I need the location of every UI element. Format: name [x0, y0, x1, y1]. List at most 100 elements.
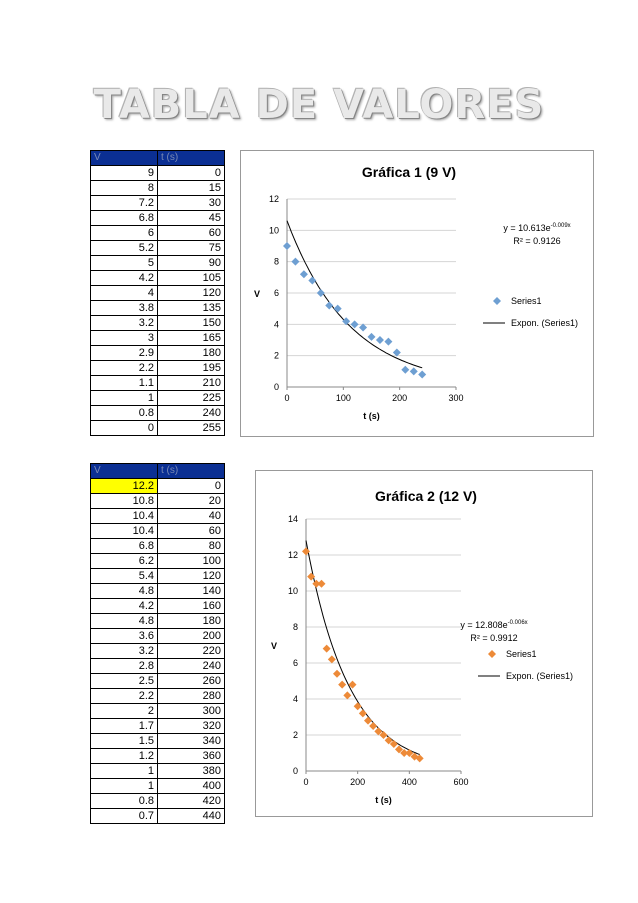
table-cell: 360: [157, 748, 225, 764]
table-cell: 10.4: [90, 523, 158, 539]
table-cell: 8: [90, 180, 158, 196]
y-tick-label: 12: [269, 194, 279, 204]
table-row: 1 400: [90, 778, 225, 794]
table-row: 5 90: [90, 255, 225, 271]
x-tick-label: 100: [336, 393, 351, 403]
table-cell: 90: [157, 255, 225, 271]
chart-title: Gráfica 1 (9 V): [362, 164, 456, 180]
table-cell: 400: [157, 778, 225, 794]
chart-svg: Gráfica 2 (12 V) 0 2 4 6 8 10 12 14 0 200 400 600 t (…: [271, 488, 573, 805]
data-point: [333, 669, 341, 678]
table-cell: 80: [157, 538, 225, 554]
data-point: [291, 257, 300, 266]
trendline-r2: R² = 0.9126: [513, 236, 560, 246]
table-row: 2.2 195: [90, 360, 225, 376]
table-cell: 2.8: [90, 658, 158, 674]
x-tick-label: 600: [453, 777, 468, 787]
data-point: [374, 727, 383, 736]
table-cell: 3.2: [90, 315, 158, 331]
table-cell: 4.2: [90, 270, 158, 286]
data-point: [353, 702, 362, 711]
table-cell: 135: [157, 300, 225, 316]
table-cell: 210: [157, 375, 225, 391]
table-cell: 2.2: [90, 360, 158, 376]
data-point: [348, 680, 357, 689]
data-point: [358, 709, 367, 718]
legend-trend-label: Expon. (Series1): [506, 671, 573, 681]
data-point: [283, 242, 291, 250]
table-row: 7.2 30: [90, 195, 225, 211]
table-row: 6 60: [90, 225, 225, 241]
table-cell: 10.8: [90, 493, 158, 509]
table-row: 5.2 75: [90, 240, 225, 256]
data-point: [333, 304, 342, 313]
data-point: [322, 644, 331, 653]
table-cell: 120: [157, 568, 225, 584]
column-header: V: [90, 463, 158, 479]
table-cell: 0.8: [90, 405, 158, 421]
table-cell: 1.2: [90, 748, 158, 764]
data-point: [342, 317, 351, 326]
data-point: [317, 579, 326, 588]
table-cell: 140: [157, 583, 225, 599]
table-row: 2 300: [90, 703, 225, 719]
table-cell: 12.2: [90, 478, 158, 494]
table-cell: 1: [90, 778, 158, 794]
table-cell: 3.2: [90, 643, 158, 659]
table-cell: 260: [157, 673, 225, 689]
table-row: 3.6 200: [90, 628, 225, 644]
table-cell: 9: [90, 165, 158, 181]
table-row: 0 255: [90, 420, 225, 436]
data-point: [325, 301, 334, 310]
x-tick-label: 300: [448, 393, 463, 403]
table-cell: 30: [157, 195, 225, 211]
table-cell: 220: [157, 643, 225, 659]
column-header: V: [90, 150, 158, 166]
chart-2: Gráfica 2 (12 V) 0 2 4 6 8 10 12 14 0 200 400 600 t (…: [255, 470, 593, 817]
table-row: 0.7 440: [90, 808, 225, 824]
data-point: [384, 736, 393, 745]
trendline-equation-base: y = 10.613e: [503, 223, 550, 233]
trendline: [286, 220, 423, 369]
x-tick-label: 0: [303, 777, 308, 787]
table-cell: 4.8: [90, 583, 158, 599]
data-point: [316, 289, 325, 297]
trendline: [305, 540, 420, 755]
chart-1: Gráfica 1 (9 V) 0 2 4 6 8 10 12 0 100 200 300 t (s) V…: [240, 150, 594, 437]
table-cell: 2.9: [90, 345, 158, 361]
table-cell: 240: [157, 405, 225, 421]
data-point: [364, 716, 372, 725]
table-row: 4 120: [90, 285, 225, 301]
table-cell: 240: [157, 658, 225, 674]
table-cell: 340: [157, 733, 225, 749]
x-tick-label: 400: [402, 777, 417, 787]
y-tick-label: 0: [293, 766, 298, 776]
y-axis-label: V: [254, 289, 260, 299]
table-row: 0.8 240: [90, 405, 225, 421]
table-cell: 60: [157, 523, 225, 539]
table-row: 12.2 0: [90, 478, 225, 494]
data-point: [405, 749, 414, 757]
trendline-r2: R² = 0.9912: [470, 633, 517, 643]
data-point: [338, 680, 347, 689]
y-tick-label: 12: [288, 550, 298, 560]
table-row: 0.8 420: [90, 793, 225, 809]
legend-trend-label: Expon. (Series1): [511, 318, 578, 328]
data-point: [389, 740, 398, 748]
table-cell: 3.8: [90, 300, 158, 316]
data-point: [415, 754, 424, 763]
data-point: [379, 731, 388, 739]
table-cell: 180: [157, 613, 225, 629]
table-row: 8 15: [90, 180, 225, 196]
y-tick-label: 8: [293, 622, 298, 632]
table-cell: 45: [157, 210, 225, 226]
y-tick-label: 4: [274, 319, 279, 329]
table-row: 10.8 20: [90, 493, 225, 509]
trendline-equation-exponent: -0.006x: [508, 620, 528, 626]
table-cell: 6.8: [90, 538, 158, 554]
y-axis-label: V: [271, 641, 277, 651]
table-cell: 380: [157, 763, 225, 779]
table-row: 5.4 120: [90, 568, 225, 584]
column-header: t (s): [157, 463, 225, 479]
